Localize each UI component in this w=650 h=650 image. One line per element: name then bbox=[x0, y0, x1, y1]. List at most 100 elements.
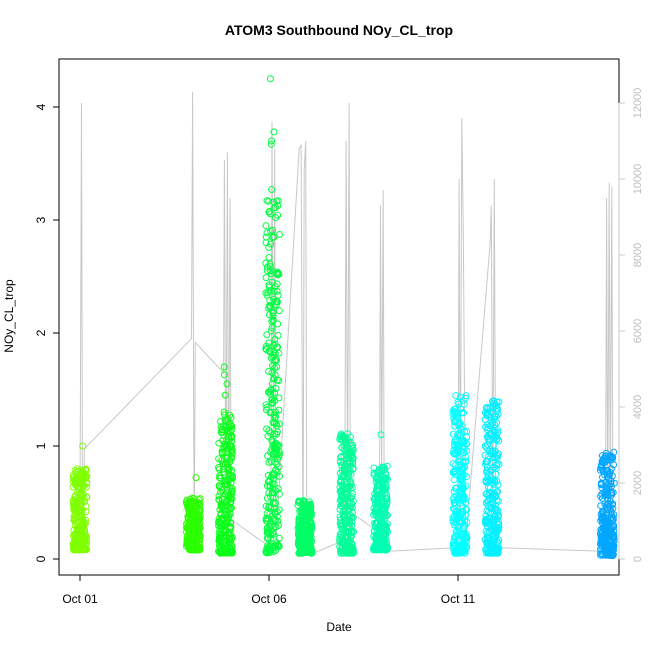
data-point bbox=[463, 427, 471, 435]
data-point bbox=[482, 476, 490, 484]
data-point bbox=[484, 523, 492, 531]
data-point bbox=[274, 291, 282, 299]
data-point bbox=[265, 489, 273, 497]
data-point bbox=[373, 485, 381, 493]
data-point bbox=[449, 514, 457, 522]
data-point bbox=[455, 400, 463, 408]
data-point bbox=[347, 549, 355, 557]
data-point bbox=[494, 405, 502, 413]
data-point-outlier bbox=[79, 442, 87, 450]
data-point bbox=[196, 546, 204, 554]
data-point bbox=[377, 512, 385, 520]
data-point bbox=[494, 410, 502, 418]
right-tick-label: 8000 bbox=[632, 243, 644, 267]
data-point bbox=[304, 513, 312, 521]
flight-points-2016-10-07 bbox=[294, 497, 316, 557]
data-point bbox=[263, 229, 271, 237]
right-tick-label: 2000 bbox=[632, 471, 644, 495]
x-tick-label: Oct 01 bbox=[62, 592, 98, 606]
data-point bbox=[347, 451, 355, 459]
data-point bbox=[226, 494, 234, 502]
data-point bbox=[481, 442, 489, 450]
data-point bbox=[271, 510, 279, 518]
data-point bbox=[481, 416, 489, 424]
data-point bbox=[461, 549, 469, 557]
data-point-outlier bbox=[220, 363, 228, 371]
data-point bbox=[483, 529, 491, 537]
data-point bbox=[488, 542, 496, 549]
data-point bbox=[306, 549, 314, 557]
data-point bbox=[71, 492, 79, 500]
data-point bbox=[482, 549, 490, 557]
data-point bbox=[484, 537, 492, 544]
data-point bbox=[75, 500, 82, 508]
data-point bbox=[267, 534, 275, 542]
data-point bbox=[227, 504, 235, 512]
data-point bbox=[455, 536, 463, 544]
data-point bbox=[184, 515, 192, 523]
data-point bbox=[273, 356, 280, 364]
y-tick-label: 3 bbox=[34, 216, 48, 223]
data-point bbox=[262, 222, 270, 230]
data-point bbox=[223, 498, 231, 506]
altitude-trace-layer bbox=[79, 91, 614, 556]
data-point bbox=[483, 489, 491, 497]
data-point bbox=[458, 476, 466, 484]
data-point bbox=[484, 435, 492, 443]
data-point bbox=[265, 311, 273, 319]
axes-layer: 0 1 2 3 4 Oct 01 Oct 06 Oct 11 0 2000 4000 6000 8000… bbox=[34, 88, 644, 606]
data-point bbox=[342, 491, 350, 499]
data-point bbox=[457, 508, 464, 516]
data-point bbox=[607, 477, 615, 485]
data-point-outlier bbox=[220, 408, 228, 416]
data-point bbox=[348, 500, 356, 508]
data-point bbox=[349, 514, 357, 521]
data-point bbox=[337, 458, 344, 466]
data-point bbox=[482, 519, 490, 527]
data-point bbox=[384, 511, 391, 519]
data-point bbox=[263, 403, 271, 411]
data-point bbox=[76, 533, 84, 541]
data-point bbox=[75, 482, 83, 490]
data-point bbox=[340, 433, 348, 440]
data-point bbox=[263, 331, 271, 339]
data-point bbox=[450, 449, 457, 457]
data-point bbox=[348, 521, 356, 529]
data-point bbox=[609, 514, 617, 522]
data-point bbox=[379, 510, 387, 517]
data-point-outlier bbox=[269, 312, 277, 320]
data-point bbox=[215, 518, 223, 526]
data-point bbox=[383, 520, 391, 528]
data-point bbox=[271, 499, 279, 507]
data-point bbox=[274, 211, 282, 219]
data-point-outlier bbox=[270, 128, 278, 136]
data-point bbox=[73, 465, 81, 473]
data-point bbox=[462, 392, 470, 400]
y-tick-label: 4 bbox=[34, 103, 48, 110]
data-point bbox=[221, 416, 229, 424]
data-point bbox=[195, 515, 203, 523]
data-point bbox=[269, 471, 277, 479]
data-point bbox=[274, 541, 282, 549]
x-tick-label: Oct 11 bbox=[441, 592, 476, 606]
data-point bbox=[266, 263, 274, 271]
data-point bbox=[268, 399, 276, 407]
data-point bbox=[304, 502, 312, 510]
data-point bbox=[183, 539, 191, 546]
x-tick-label: Oct 06 bbox=[251, 592, 287, 606]
data-point bbox=[490, 428, 498, 436]
data-point bbox=[451, 499, 459, 507]
data-point bbox=[481, 451, 489, 459]
data-point bbox=[264, 452, 272, 460]
right-tick-label: 6000 bbox=[632, 319, 644, 343]
flight-points-2016-10-11 bbox=[449, 392, 471, 557]
chart-title: ATOM3 Southbound NOy_CL_trop bbox=[225, 22, 453, 38]
data-point bbox=[450, 417, 458, 425]
data-point bbox=[456, 431, 464, 439]
data-point bbox=[225, 530, 233, 538]
data-point bbox=[343, 444, 351, 452]
data-point bbox=[495, 511, 502, 519]
data-point-outlier bbox=[221, 391, 229, 399]
data-point bbox=[296, 539, 304, 547]
data-point bbox=[228, 450, 236, 457]
